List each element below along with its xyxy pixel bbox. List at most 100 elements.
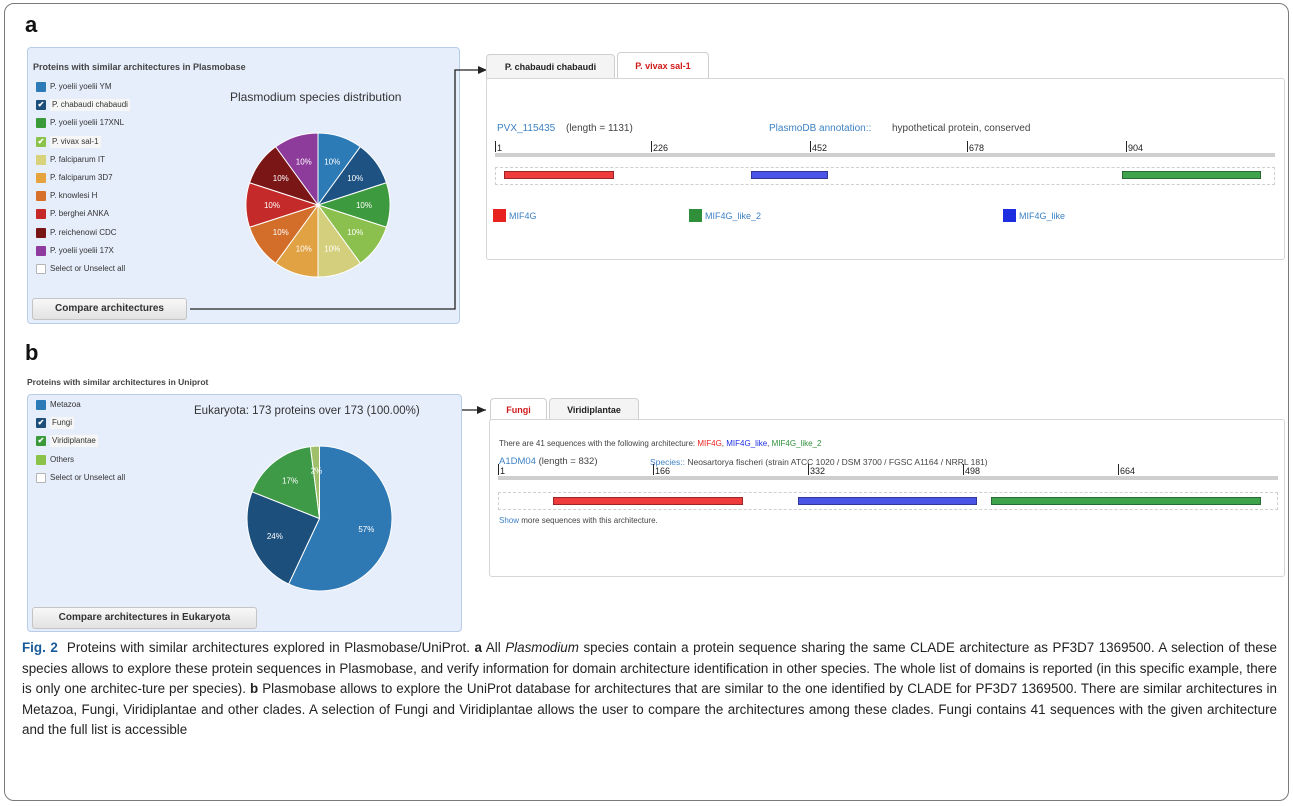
checkbox-label: P. vivax sal-1 [50, 135, 101, 148]
pie-a-title: Plasmodium species distribution [230, 90, 402, 104]
checkbox-label: P. falciparum 3D7 [50, 173, 113, 182]
compare-architectures-eukaryota-button[interactable]: Compare architectures in Eukaryota [32, 607, 257, 629]
checkbox-icon[interactable] [36, 191, 46, 202]
checkbox-label: Metazoa [50, 400, 81, 409]
annotation-label-a: PlasmoDB annotation:: [769, 123, 872, 134]
caption-a-text-1: All [485, 640, 501, 655]
protein-id-link-b[interactable]: A1DM04 [499, 456, 536, 467]
checkbox-label: P. yoelii yoelii YM [50, 82, 112, 91]
checkbox-icon[interactable] [36, 454, 46, 465]
ruler-tick [498, 464, 499, 475]
panel-a-letter: a [25, 12, 38, 37]
checkbox-label: Fungi [50, 417, 75, 430]
checkbox-icon[interactable] [36, 82, 46, 92]
arch-domain-mif4g-like: MIF4G_like [726, 439, 768, 448]
checkbox-icon[interactable] [36, 227, 46, 238]
ruler-tick-label: 498 [965, 466, 981, 476]
checkbox-icon[interactable] [36, 472, 46, 483]
pie-slice [287, 445, 393, 592]
pie-slice-label: 17% [282, 477, 298, 486]
checkbox-icon[interactable] [36, 264, 46, 274]
panel-b-title: Proteins with similar architectures in U… [27, 377, 209, 387]
legend-swatch-mif4g-like-2 [689, 209, 702, 222]
checkbox-icon[interactable] [36, 209, 46, 220]
ruler-tick-label: 166 [655, 466, 671, 476]
tab-p-chabaudi[interactable]: P. chabaudi chabaudi [486, 54, 615, 79]
checkbox-icon[interactable] [36, 400, 46, 410]
pie-slice-label: 10% [324, 245, 340, 254]
uniprot-selection-panel: Metazoa ✔ Fungi ✔ Viridiplantae Others Select … [27, 394, 462, 632]
pie-b-title: Eukaryota: 173 proteins over 173 (100.00… [194, 405, 420, 417]
pie-slice [246, 491, 321, 585]
checkbox-label: P. yoelii yoelii 17XNL [50, 118, 125, 128]
domain-mif4g-like2-b [991, 497, 1261, 505]
caption-a-letter: a [474, 640, 482, 655]
panel-a-left-title: Proteins with similar architectures in P… [33, 62, 246, 72]
ruler-tick-label: 1 [497, 143, 503, 153]
checkbox-icon[interactable] [36, 118, 46, 129]
checkbox-label: P. yoelii yoelii 17X [50, 245, 114, 255]
protein-id-link-a[interactable]: PVX_115435 [497, 123, 556, 134]
ruler-tick [495, 141, 496, 152]
caption-b-text: Plasmobase allows to explore the UniProt… [22, 681, 1277, 738]
show-more-text: more sequences with this architecture. [521, 516, 658, 525]
ruler-tick [808, 464, 809, 475]
species-pie-chart: 10% 10% 10% 10% 10% 10% 10% 10% 10% 10% [245, 132, 391, 278]
pie-slice-label: 10% [296, 157, 312, 166]
pie-slice [309, 445, 320, 519]
checkbox-label: P. knowlesi H [50, 191, 98, 201]
pie-slice [274, 132, 319, 207]
pie-slice-label: 10% [324, 157, 340, 166]
protein-length-a: (length = 1131) [566, 123, 633, 134]
legend-label-mif4g: MIF4G [509, 211, 537, 221]
checked-box-icon[interactable]: ✔ [36, 136, 46, 147]
sequence-ruler-a [495, 153, 1275, 157]
domain-mif4g-like-b [798, 497, 977, 505]
clade-pie-chart: 57% 24% 17% 2% [246, 445, 393, 592]
compare-architectures-button[interactable]: Compare architectures [32, 298, 187, 320]
show-more-link[interactable]: Show [499, 516, 520, 525]
checkbox-label: P. chabaudi chabaudi [50, 99, 130, 112]
pie-slice-label: 10% [273, 174, 289, 183]
legend-label-mif4g-like: MIF4G_like [1019, 211, 1066, 221]
architecture-viewer-b: There are 41 sequences with the followin… [489, 419, 1285, 577]
ruler-tick-label: 452 [812, 143, 828, 153]
architecture-intro: There are 41 sequences with the followin… [499, 439, 822, 448]
select-all-label: Select or Unselect all [50, 264, 126, 273]
tab-p-vivax[interactable]: P. vivax sal-1 [617, 52, 709, 79]
checked-box-icon[interactable]: ✔ [36, 418, 46, 429]
ruler-tick [967, 141, 968, 152]
protein-row-b: A1DM04 (length = 832) [499, 456, 598, 467]
ruler-tick [963, 464, 964, 475]
pie-slice-label: 10% [356, 201, 372, 210]
domain-mif4g-like-a [751, 171, 828, 179]
pie-slice-label: 10% [273, 228, 289, 237]
ruler-tick [653, 464, 654, 475]
legend-swatch-mif4g-like [1003, 209, 1016, 222]
domain-mif4g-b [553, 497, 743, 505]
figure-frame [4, 3, 1289, 801]
sequence-ruler-b [498, 476, 1278, 480]
ruler-tick [810, 141, 811, 152]
tab-fungi[interactable]: Fungi [490, 398, 547, 420]
tab-viridiplantae[interactable]: Viridiplantae [549, 398, 639, 420]
annotation-text-a: hypothetical protein, conserved [892, 123, 1031, 134]
ruler-tick [1118, 464, 1119, 475]
ruler-tick [1126, 141, 1127, 152]
figure-caption: Fig. 2 Proteins with similar architectur… [22, 638, 1277, 741]
checkbox-label: Viridiplantae [50, 435, 98, 448]
ruler-tick-label: 332 [810, 466, 826, 476]
select-all-label: Select or Unselect all [50, 472, 126, 482]
species-row-b: Species:: Neosartorya fischeri (strain A… [650, 457, 988, 467]
ruler-tick-label: 678 [969, 143, 985, 153]
caption-a-text-2: species contain a protein sequence shari… [22, 640, 1277, 697]
pie-slice-label: 2% [311, 467, 323, 476]
checkbox-icon[interactable] [36, 154, 46, 165]
pie-slice-label: 10% [264, 201, 280, 210]
checked-box-icon[interactable]: ✔ [36, 100, 46, 111]
checked-box-icon[interactable]: ✔ [36, 436, 46, 447]
checkbox-icon[interactable] [36, 173, 46, 183]
checkbox-label: P. reichenowi CDC [50, 227, 117, 237]
ruler-tick-label: 904 [1128, 143, 1144, 153]
checkbox-icon[interactable] [36, 245, 46, 256]
